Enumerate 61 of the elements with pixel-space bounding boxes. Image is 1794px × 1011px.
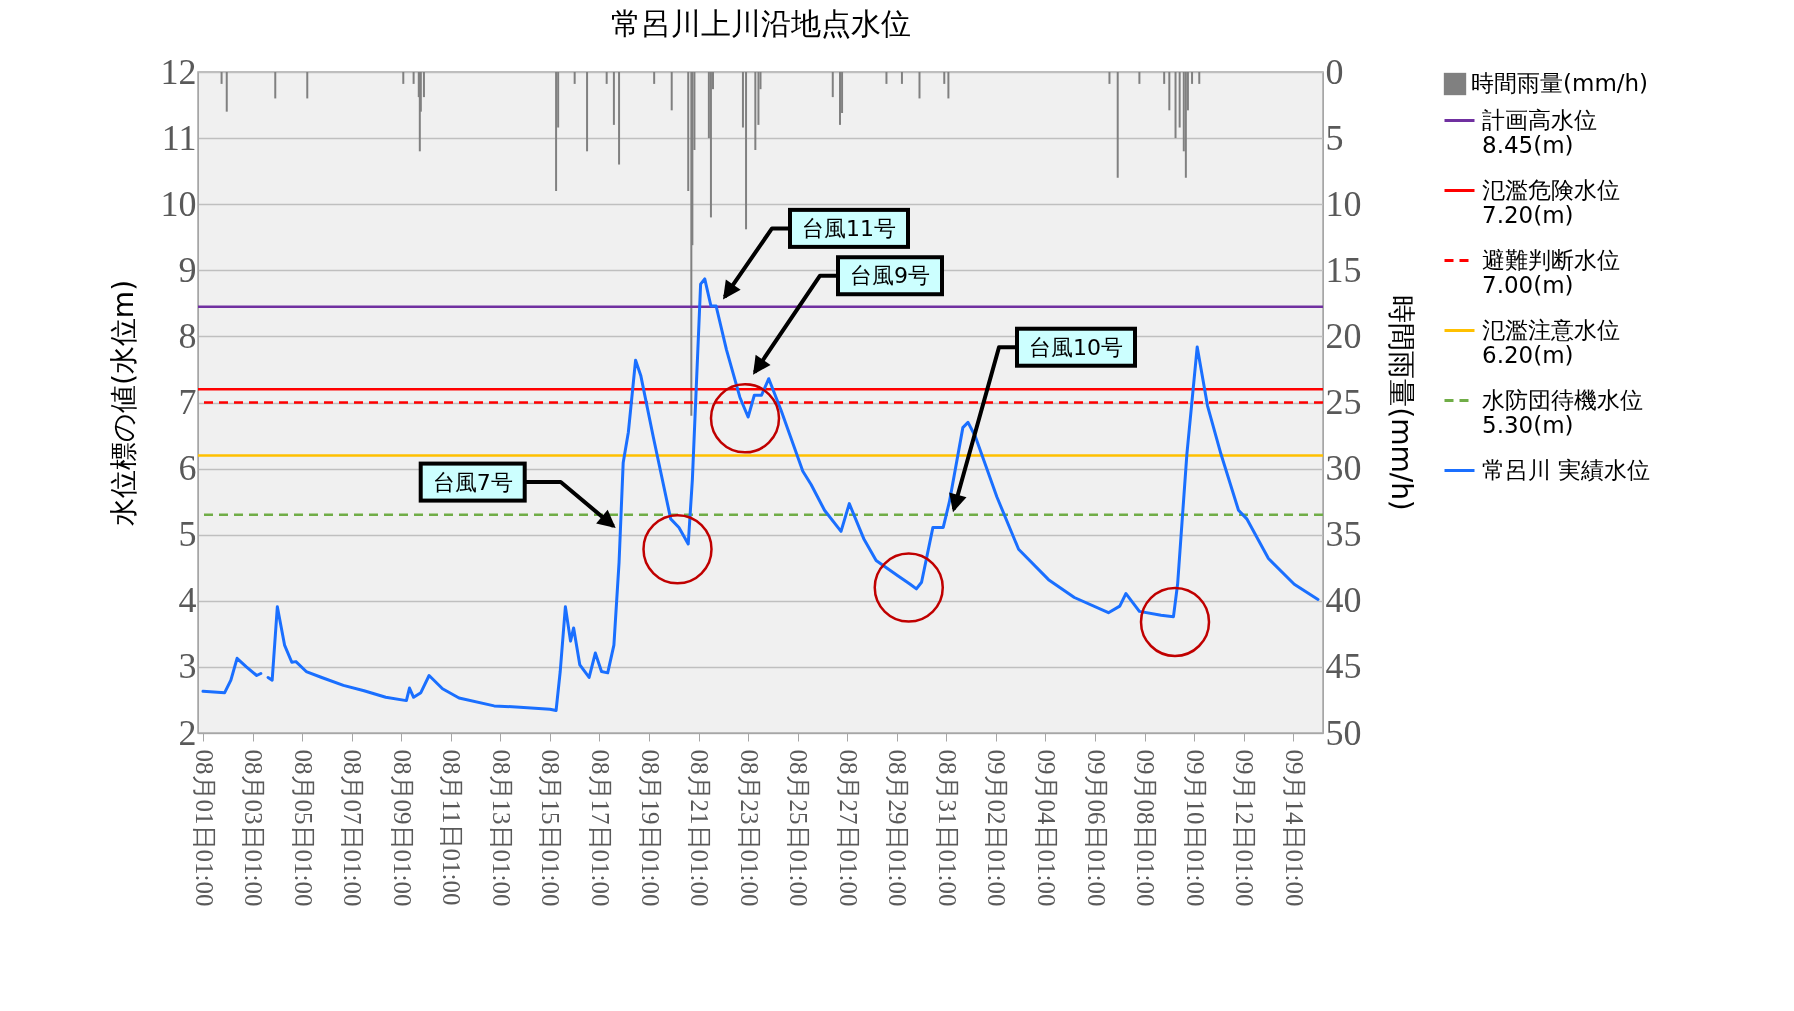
legend-label: 常呂川 実績水位	[1482, 456, 1651, 483]
y-tick-label: 6	[178, 448, 197, 489]
x-tick-label: 08月25日01:00	[785, 749, 813, 907]
x-tick-label: 09月06日01:00	[1082, 749, 1110, 907]
annotation: 台風11号	[802, 215, 896, 241]
y-tick-label: 9	[178, 249, 197, 290]
y2-tick-label: 50	[1325, 712, 1362, 753]
legend-label: 水防団待機水位 5.30(m)	[1482, 386, 1643, 438]
y2-tick-label: 5	[1325, 117, 1344, 158]
y-tick-label: 10	[160, 183, 197, 224]
x-tick-label: 09月14日01:00	[1280, 749, 1308, 907]
y2-tick-label: 20	[1325, 315, 1362, 356]
x-tick-label: 09月10日01:00	[1181, 749, 1209, 907]
x-tick-label: 08月27日01:00	[834, 749, 862, 907]
chart-title: 常呂川上川沿地点水位	[610, 6, 911, 41]
y2-tick-label: 0	[1325, 51, 1344, 92]
callout-box: 台風7号	[418, 461, 527, 503]
y-axis-title: 水位標の値(水位m)	[106, 279, 140, 527]
x-tick-label: 08月11日01:00	[438, 749, 466, 906]
x-tick-label: 08月13日01:00	[487, 749, 515, 907]
x-tick-label: 08月17日01:00	[586, 749, 614, 907]
callout-box: 台風9号	[836, 255, 944, 297]
y2-tick-label: 10	[1325, 183, 1362, 224]
callout-box: 台風11号	[788, 207, 910, 249]
y-tick-label: 3	[178, 646, 197, 687]
y2-axis-title: 時間雨量(mm/h)	[1384, 295, 1418, 511]
y2-tick-label: 45	[1325, 646, 1362, 687]
y2-tick-label: 40	[1325, 580, 1362, 621]
annotation: 台風9号	[850, 263, 930, 289]
x-tick-label: 08月21日01:00	[686, 749, 714, 907]
y2-tick-label: 15	[1325, 249, 1362, 290]
x-tick-label: 08月23日01:00	[735, 749, 763, 907]
y2-tick-label: 35	[1325, 514, 1362, 555]
x-tick-label: 08月05日01:00	[289, 749, 317, 907]
y-tick-label: 4	[178, 580, 197, 621]
y2-tick-label: 25	[1325, 382, 1362, 422]
y2-tick-label: 30	[1325, 448, 1362, 489]
y-tick-label: 7	[178, 382, 197, 422]
x-tick-label: 08月31日01:00	[933, 749, 961, 907]
x-tick-label: 08月19日01:00	[636, 749, 664, 907]
y-tick-label: 12	[160, 51, 197, 92]
callout-box: 台風10号	[1015, 326, 1137, 368]
x-tick-label: 09月04日01:00	[1032, 749, 1060, 907]
x-tick-label: 08月07日01:00	[339, 749, 367, 907]
x-tick-label: 08月09日01:00	[388, 749, 416, 907]
annotation: 台風10号	[1029, 334, 1123, 360]
x-tick-label: 08月03日01:00	[240, 749, 268, 907]
legend-label: 避難判断水位 7.00(m)	[1482, 246, 1620, 298]
y-tick-label: 8	[178, 315, 197, 356]
x-tick-label: 09月08日01:00	[1132, 749, 1160, 907]
y-tick-label: 5	[178, 514, 197, 555]
y-tick-label: 11	[161, 117, 197, 158]
legend-label: 時間雨量(mm/h)	[1471, 70, 1649, 96]
x-tick-label: 09月02日01:00	[983, 749, 1011, 907]
legend-label: 計画高水位 8.45(m)	[1482, 106, 1597, 158]
annotation: 台風7号	[432, 469, 513, 495]
x-tick-label: 09月12日01:00	[1231, 749, 1259, 907]
x-tick-label: 08月29日01:00	[884, 749, 912, 907]
legend-label: 氾濫危険水位 7.20(m)	[1482, 176, 1620, 228]
x-tick-label: 08月15日01:00	[537, 749, 565, 907]
legend-label: 氾濫注意水位 6.20(m)	[1482, 316, 1620, 368]
